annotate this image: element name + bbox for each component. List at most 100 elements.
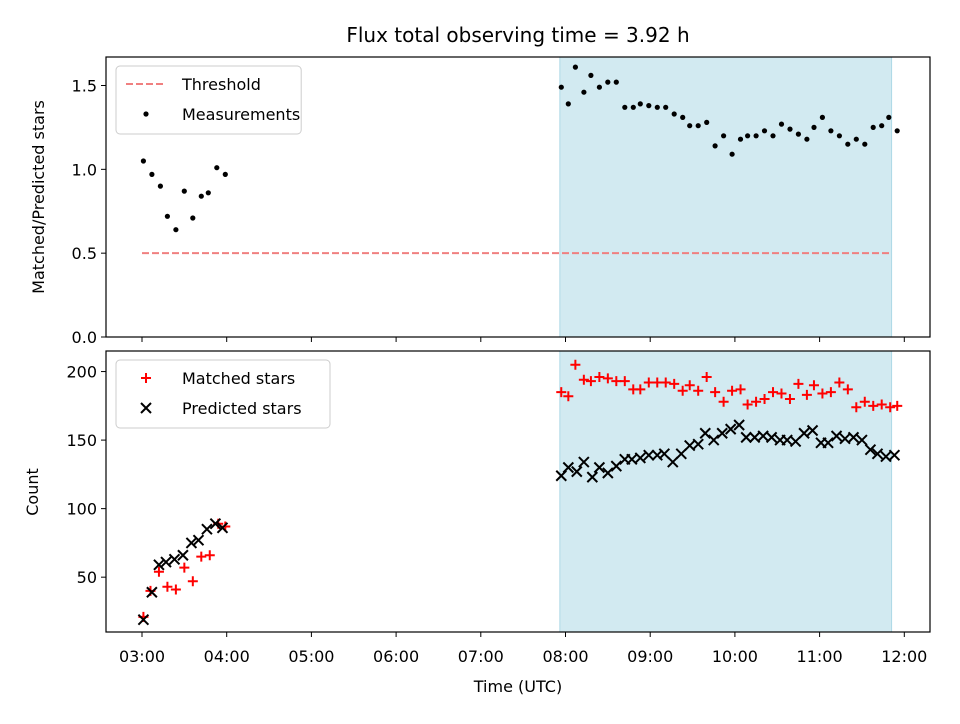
legend-label: Measurements [182, 105, 300, 124]
data-point [610, 460, 623, 472]
data-point [704, 119, 710, 125]
data-point [708, 434, 720, 446]
data-point [892, 400, 903, 411]
data-point [562, 461, 575, 474]
data-point [153, 566, 164, 577]
data-point [716, 427, 728, 439]
data-point [845, 141, 851, 147]
legend-label: Threshold [181, 75, 261, 94]
data-point [558, 84, 564, 90]
data-point [859, 396, 870, 407]
data-point [222, 171, 228, 177]
data-point [214, 165, 220, 171]
data-point [652, 377, 663, 388]
data-point [671, 111, 677, 117]
data-point [209, 518, 222, 530]
data-point [588, 72, 594, 78]
data-point [153, 559, 165, 571]
legend: Threshold Measurements [115, 65, 302, 135]
data-point [687, 123, 693, 129]
data-point [768, 387, 779, 398]
x-axis-label: Time (UTC) [473, 677, 562, 696]
data-point [868, 400, 879, 411]
data-point [137, 613, 150, 626]
data-point [594, 372, 605, 383]
x-tick-label: 03:00 [119, 647, 165, 666]
count-panel: 50 100 150 200 03:00 04:00 05:00 06:00 07:00 08:0… [66, 350, 931, 666]
data-point [204, 550, 215, 561]
data-point [619, 376, 630, 387]
data-point [684, 380, 695, 391]
data-point [634, 452, 647, 464]
data-point [643, 449, 655, 461]
data-point [578, 374, 589, 385]
data-point [770, 133, 776, 139]
data-point [692, 438, 704, 450]
data-point [160, 556, 172, 568]
legend-swatch [143, 111, 149, 117]
legend-label: Predicted stars [182, 399, 302, 418]
legend: Matched stars Predicted stars [115, 359, 331, 429]
data-point [675, 448, 687, 460]
data-point [753, 133, 759, 139]
data-point [196, 551, 207, 562]
data-point [187, 576, 198, 587]
data-point [793, 378, 804, 389]
data-point [740, 431, 752, 444]
data-point [149, 171, 155, 177]
data-point [593, 461, 606, 474]
data-point [819, 114, 826, 120]
shaded-observing-span [559, 351, 892, 632]
data-point [727, 385, 738, 396]
data-point [173, 227, 179, 233]
data-point [164, 213, 170, 219]
data-point [724, 423, 737, 435]
data-point [885, 402, 896, 413]
data-point [742, 399, 753, 410]
top-y-axis-label: Matched/Predicted stars [29, 100, 48, 294]
data-point [795, 131, 802, 137]
data-point [658, 448, 671, 460]
data-point [162, 581, 173, 592]
data-point [693, 385, 704, 396]
data-point [622, 104, 628, 110]
data-point [864, 443, 877, 456]
data-point [635, 384, 646, 395]
x-tick-label: 11:00 [797, 647, 843, 666]
data-point [718, 396, 729, 407]
data-point [695, 123, 701, 129]
x-tick-label: 08:00 [542, 647, 588, 666]
data-point [871, 448, 884, 460]
data-point [784, 393, 795, 404]
chart-title: Flux total observing time = 3.92 h [346, 23, 689, 47]
data-point [701, 372, 712, 383]
data-point [733, 419, 745, 431]
data-point [660, 377, 671, 388]
y-tick-label: 100 [66, 500, 97, 519]
data-point [699, 427, 711, 439]
data-point [853, 136, 859, 142]
data-point [830, 430, 843, 442]
x-tick-label: 12:00 [881, 647, 927, 666]
data-point [563, 391, 574, 402]
data-point [140, 158, 146, 164]
data-point [602, 467, 614, 479]
data-point [630, 104, 636, 110]
data-point [157, 183, 163, 189]
data-point [586, 471, 599, 483]
series-measurements [140, 64, 900, 233]
data-point [611, 376, 622, 387]
data-point [667, 456, 679, 468]
x-tick-label: 09:00 [627, 647, 673, 666]
data-point [886, 114, 892, 120]
data-point [817, 388, 828, 399]
x-tick-label: 04:00 [204, 647, 250, 666]
data-point [170, 584, 181, 595]
axes-frame [105, 350, 931, 633]
data-point [778, 121, 785, 127]
x-tick-label: 05:00 [288, 647, 334, 666]
data-point [761, 128, 768, 134]
data-point [801, 389, 812, 400]
data-point [729, 151, 735, 157]
